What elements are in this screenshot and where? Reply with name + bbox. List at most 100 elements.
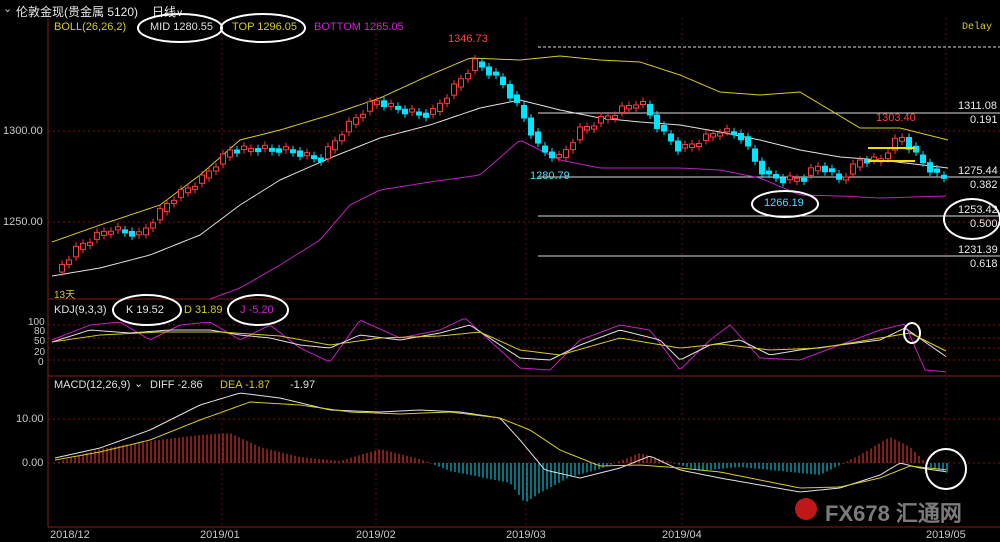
high-annotation: 1346.73 — [448, 33, 488, 45]
candle — [360, 113, 366, 119]
candle — [80, 242, 86, 250]
candle — [829, 168, 835, 173]
candle — [325, 146, 331, 160]
date-tick: 2019/01 — [200, 529, 240, 541]
candle — [626, 105, 632, 110]
chevron-down-icon[interactable]: ⌄ — [3, 3, 13, 15]
candle — [871, 156, 877, 161]
watermark-text: FX678 汇通网 — [825, 501, 962, 526]
candle — [787, 175, 793, 181]
boll-bottom-value: BOTTOM 1265.05 — [314, 21, 404, 33]
candle — [304, 152, 310, 157]
macd-diff-value: DIFF -2.86 — [150, 379, 203, 391]
candle — [276, 148, 282, 153]
candle — [612, 115, 618, 119]
candle — [633, 104, 639, 109]
price-tick: 1250.00 — [3, 216, 43, 228]
candle — [654, 114, 660, 129]
boll-bottom-line — [209, 140, 947, 300]
candle — [157, 208, 163, 221]
candle — [227, 149, 233, 158]
high-annotation: 1303.40 — [876, 112, 916, 124]
candle — [892, 137, 898, 151]
fib-price: 1311.08 — [958, 100, 997, 112]
candle — [318, 157, 324, 163]
kdj-tick: 0 — [38, 357, 44, 368]
candle — [661, 125, 667, 132]
candle — [423, 112, 429, 118]
candle — [913, 145, 919, 153]
candle — [192, 185, 198, 190]
date-tick: 2019/02 — [356, 529, 396, 541]
candle — [528, 117, 534, 136]
candle — [332, 140, 338, 151]
candle — [584, 126, 590, 131]
candle — [780, 177, 786, 184]
candle — [171, 199, 177, 204]
macd-diff-line — [54, 392, 947, 493]
candle — [535, 131, 541, 144]
kdj-title: KDJ(9,3,3) — [54, 304, 107, 316]
kdj-j-line — [51, 318, 947, 373]
candle — [724, 128, 730, 133]
candle — [220, 153, 226, 165]
candle — [843, 176, 849, 181]
candle — [150, 222, 156, 229]
candle — [234, 149, 240, 154]
candle — [353, 117, 359, 125]
macd-dea-value: DEA -1.87 — [220, 379, 271, 391]
candle — [493, 71, 499, 76]
delay-indicator: Delay — [962, 22, 993, 33]
candle — [248, 148, 254, 153]
candle — [766, 170, 772, 175]
kdj-tick: 100 — [28, 317, 45, 328]
candle — [108, 230, 114, 235]
candle — [66, 259, 72, 265]
boll-title: BOLL(26,26,2) — [54, 21, 127, 33]
fib-ratio: 0.618 — [970, 258, 998, 270]
chevron-down-icon[interactable]: ⌄ — [134, 378, 144, 390]
candle — [430, 108, 436, 115]
candle — [444, 97, 450, 104]
candle — [185, 187, 191, 194]
candle — [374, 100, 380, 106]
kdj-j-value: J -5.20 — [240, 304, 274, 316]
candle — [906, 137, 912, 150]
macd-title: MACD(12,26,9) — [54, 379, 131, 391]
candle — [556, 154, 562, 159]
candle — [73, 245, 79, 258]
watermark-logo: FX678 汇通网 — [795, 496, 985, 526]
candle — [136, 231, 142, 236]
candle — [101, 230, 107, 236]
candle — [500, 76, 506, 86]
candle — [367, 101, 373, 112]
candle — [346, 120, 352, 133]
candle — [717, 132, 723, 137]
candle — [703, 133, 709, 141]
candle — [122, 229, 128, 234]
kdj-tick: 80 — [34, 326, 46, 337]
macd-value: -1.97 — [290, 379, 316, 391]
candle — [437, 102, 443, 113]
candle — [815, 165, 821, 172]
candle — [640, 101, 646, 105]
candle — [689, 143, 695, 148]
fib-price: 1275.44 — [958, 165, 998, 177]
boll-mid-line — [51, 99, 949, 277]
candle — [752, 148, 758, 162]
candle — [675, 140, 681, 152]
logo-icon — [795, 498, 817, 520]
candle — [745, 136, 751, 147]
candle — [472, 58, 478, 71]
candle — [59, 263, 65, 273]
candle — [388, 102, 394, 107]
fib-ratio: 0.382 — [970, 179, 998, 191]
candle — [486, 66, 492, 76]
candle — [255, 148, 261, 153]
candle — [808, 167, 814, 176]
candle — [647, 104, 653, 116]
candle — [682, 144, 688, 149]
boll-top-line — [51, 55, 949, 243]
candle — [409, 108, 415, 113]
